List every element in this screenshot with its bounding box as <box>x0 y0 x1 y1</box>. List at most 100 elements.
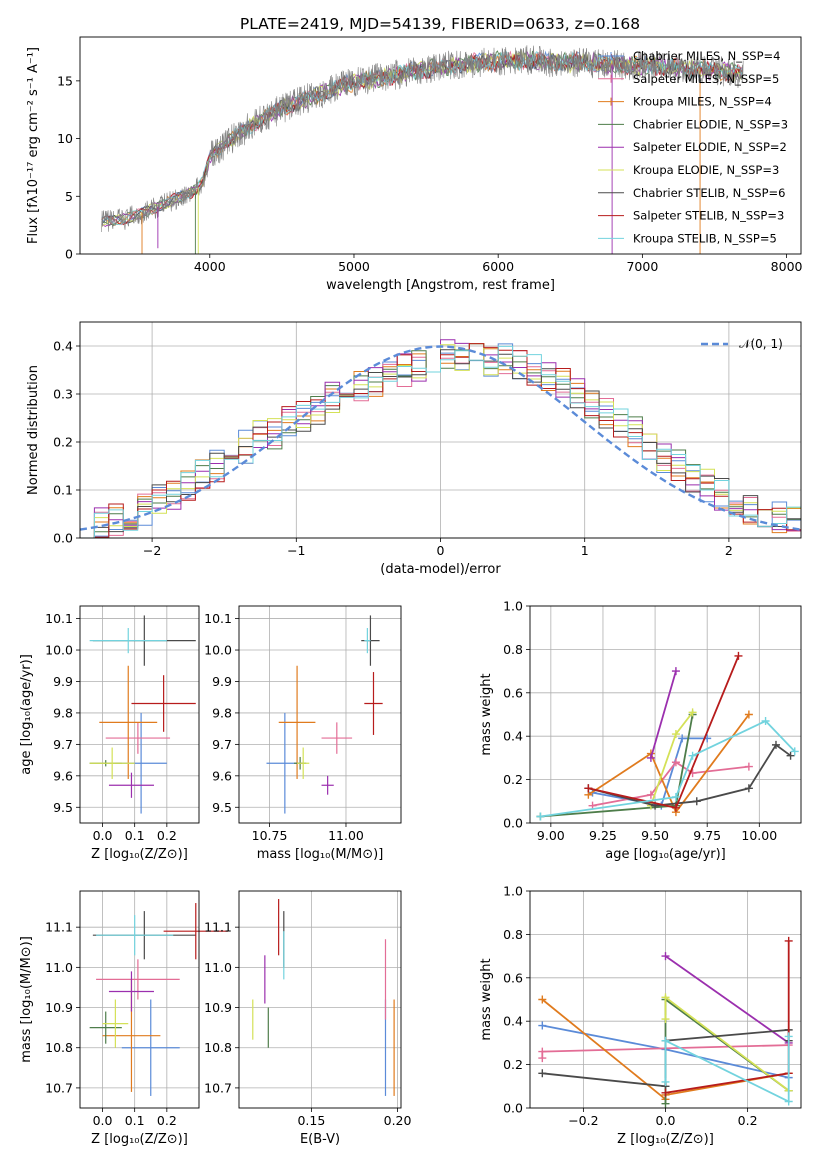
x-tick-label: 9.00 <box>537 828 565 843</box>
weight-point-marker <box>661 1015 670 1024</box>
x-tick-label: −0.2 <box>568 1113 598 1128</box>
weight-point-marker <box>744 784 753 793</box>
x-axis-label: wavelength [Angstrom, rest frame] <box>326 278 555 293</box>
weight-point-marker <box>678 734 687 743</box>
x-tick-label: 8000 <box>771 259 803 274</box>
axes-frame <box>238 605 402 824</box>
weight-point-marker <box>671 730 680 739</box>
weight-point-marker <box>536 812 545 821</box>
y-tick-label: 0.8 <box>503 642 523 657</box>
y-tick-label: 10.0 <box>45 643 73 658</box>
weight-point-marker <box>786 751 795 760</box>
weight-point-marker <box>761 717 770 726</box>
x-tick-label: 7000 <box>626 259 658 274</box>
y-tick-label: 0.6 <box>503 970 523 985</box>
weight-point-marker <box>646 753 655 762</box>
y-tick-label: 9.8 <box>212 705 232 720</box>
axes-frame <box>238 890 402 1109</box>
y-tick-label: 9.5 <box>212 800 232 815</box>
x-axis-label: (data-model)/error <box>380 562 501 577</box>
axes-frame <box>79 321 802 539</box>
legend-label: Chabrier MILES, N_SSP=4 <box>633 49 780 63</box>
y-tick-label: 11.1 <box>45 920 73 935</box>
observed-spectrum-line <box>101 45 744 233</box>
weight-point-marker <box>661 1099 670 1108</box>
weight-point-marker <box>671 792 680 801</box>
y-tick-label: 10.9 <box>204 1000 232 1015</box>
x-tick-label: 5000 <box>338 259 370 274</box>
x-axis-label: Z [log₁₀(Z/Z⊙)] <box>91 847 188 862</box>
y-tick-label: 0.2 <box>503 772 523 787</box>
weight-point-marker <box>784 936 793 945</box>
y-tick-label: 0.1 <box>53 483 73 498</box>
weight-point-marker <box>661 1088 670 1097</box>
weight-series-line <box>540 719 796 818</box>
y-tick-label: 10.0 <box>204 643 232 658</box>
weight-point-marker <box>538 1069 547 1078</box>
x-tick-label: 2 <box>725 543 733 558</box>
x-tick-label: 6000 <box>482 259 514 274</box>
y-tick-label: 0.0 <box>503 1101 523 1116</box>
spectrum-lines <box>101 45 744 254</box>
weight-point-marker <box>671 758 680 767</box>
weight-point-marker <box>538 995 547 1004</box>
y-tick-label: 0.0 <box>503 816 523 831</box>
y-tick-label: 11.0 <box>45 960 73 975</box>
x-axis-label: mass [log₁₀(M/M⊙)] <box>257 847 384 862</box>
x-tick-label: −1 <box>287 543 305 558</box>
weight-series-line <box>664 955 790 1044</box>
y-axis-label: mass [log₁₀(M/M⊙)] <box>19 936 34 1063</box>
y-tick-label: 0.3 <box>53 387 73 402</box>
x-tick-label: 0.0 <box>656 1113 676 1128</box>
y-tick-label: 9.6 <box>212 768 232 783</box>
y-tick-label: 0.0 <box>53 531 73 546</box>
histogram-step-line <box>80 345 801 538</box>
y-tick-label: 10 <box>57 131 73 146</box>
gaussian-reference-curve <box>80 345 801 531</box>
x-tick-label: −2 <box>143 543 161 558</box>
x-tick-label: 0.2 <box>157 828 177 843</box>
y-axis-label: age [log₁₀(age/yr)] <box>19 654 34 775</box>
x-tick-label: 0.2 <box>157 1113 177 1128</box>
y-axis-label: mass weight <box>479 958 494 1040</box>
weight-point-marker <box>784 1097 793 1106</box>
legend-label: Salpeter ELODIE, N_SSP=2 <box>633 140 787 154</box>
y-tick-label: 9.6 <box>53 768 73 783</box>
legend-label: Kroupa STELIB, N_SSP=5 <box>633 231 777 245</box>
x-axis-label: Z [log₁₀(Z/Z⊙)] <box>91 1132 188 1147</box>
x-tick-label: 9.75 <box>693 828 721 843</box>
x-tick-label: 0.1 <box>125 1113 145 1128</box>
weight-series-line <box>650 670 677 759</box>
weight-point-marker <box>671 667 680 676</box>
x-axis-label: age [log₁₀(age/yr)] <box>605 847 726 862</box>
x-tick-label: 0.0 <box>93 828 113 843</box>
weight-point-marker <box>744 762 753 771</box>
figure-title: PLATE=2419, MJD=54139, FIBERID=0633, z=0… <box>240 15 640 33</box>
weight-series-line <box>665 940 790 1094</box>
weight-point-marker <box>538 1047 547 1056</box>
y-tick-label: 10.1 <box>204 611 232 626</box>
y-tick-label: 0.2 <box>53 435 73 450</box>
weight-point-marker <box>688 708 697 717</box>
y-tick-label: 10.1 <box>45 611 73 626</box>
y-tick-label: 1.0 <box>503 599 523 614</box>
weight-point-marker <box>661 1036 670 1045</box>
y-tick-label: 0.6 <box>503 685 523 700</box>
y-tick-label: 0.4 <box>503 1014 523 1029</box>
y-axis-label: Flux [fλ10⁻¹⁷ erg cm⁻² s⁻¹ A⁻¹] <box>26 47 41 244</box>
legend-label: Kroupa MILES, N_SSP=4 <box>633 95 772 109</box>
x-tick-label: 0.20 <box>384 1113 412 1128</box>
x-tick-label: 10.75 <box>252 828 288 843</box>
x-tick-label: 9.25 <box>589 828 617 843</box>
weight-point-marker <box>771 740 780 749</box>
axes-frame <box>79 36 802 255</box>
weight-point-marker <box>790 747 799 756</box>
y-tick-label: 0.4 <box>53 339 73 354</box>
y-tick-label: 9.7 <box>212 737 232 752</box>
weight-series-line <box>664 1036 790 1103</box>
weight-point-marker <box>744 710 753 719</box>
y-axis-label: mass weight <box>479 673 494 755</box>
weight-series-line <box>664 997 790 1104</box>
y-tick-label: 5 <box>65 189 73 204</box>
